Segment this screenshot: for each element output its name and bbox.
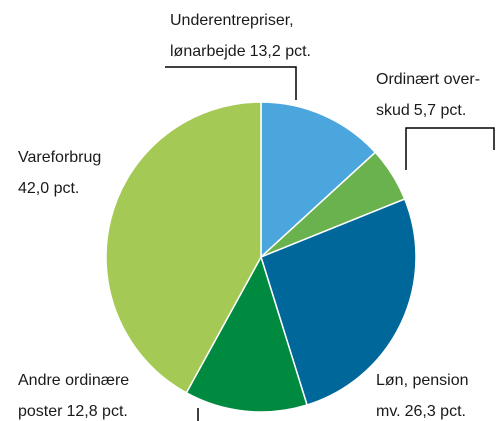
label-line: Underentrepriser, bbox=[170, 12, 294, 29]
label-line: poster bbox=[18, 403, 63, 420]
value-label: 13,2 pct. bbox=[250, 43, 311, 60]
value-label: 5,7 pct. bbox=[414, 102, 466, 119]
value-label: 42,0 pct. bbox=[18, 180, 79, 197]
slice-label: Vareforbrug 42,0 pct. bbox=[18, 149, 101, 197]
pie-slice bbox=[105, 101, 262, 394]
leader-line bbox=[405, 127, 495, 170]
label-line: Vareforbrug bbox=[18, 149, 101, 166]
value-label: 26,3 pct. bbox=[405, 403, 466, 420]
value-label: 12,8 pct. bbox=[66, 403, 127, 420]
label-line: Andre ordinære bbox=[18, 372, 129, 389]
label-line: Ordinært over- bbox=[376, 71, 480, 88]
leader-line bbox=[165, 66, 297, 100]
slice-label: Andre ordinære poster 12,8 pct. bbox=[18, 372, 129, 420]
label-line: mv. bbox=[376, 403, 401, 420]
pie-slice bbox=[260, 198, 417, 406]
label-line: skud bbox=[376, 102, 410, 119]
label-line: lønarbejde bbox=[170, 43, 246, 60]
pie-slice bbox=[260, 101, 377, 259]
slice-label: Løn, pension mv. 26,3 pct. bbox=[376, 372, 469, 420]
label-line: Løn, pension bbox=[376, 372, 469, 389]
slice-label: Underentrepriser, lønarbejde 13,2 pct. bbox=[170, 12, 311, 60]
slice-label: Ordinært over-skud 5,7 pct. bbox=[376, 71, 480, 119]
pie-slice bbox=[185, 255, 308, 413]
